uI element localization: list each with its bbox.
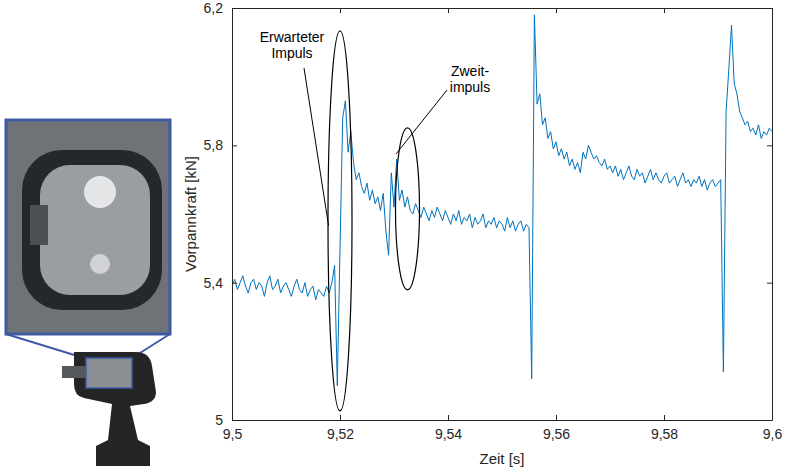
tick	[767, 420, 772, 421]
annotation-line: Erwarteter	[260, 29, 325, 45]
annotation-label: ErwarteterImpuls	[260, 29, 325, 61]
axis	[767, 9, 773, 421]
tick-label: 9,56	[543, 426, 570, 442]
axis-line	[772, 9, 773, 421]
tick-label: 9,5	[223, 426, 243, 442]
tick: 5,4	[204, 275, 237, 291]
axis	[233, 8, 773, 13]
tick	[340, 8, 341, 13]
tick-mark	[232, 145, 237, 146]
plot-area	[232, 15, 772, 386]
tick-mark	[340, 8, 341, 13]
tick-label: 5,4	[204, 275, 224, 291]
tick-label: 5,8	[204, 137, 224, 153]
tool-picture	[6, 120, 170, 466]
tick-mark	[232, 283, 237, 284]
drill-chuck	[62, 366, 86, 378]
tick-mark	[767, 420, 772, 421]
annotation-ellipse	[396, 128, 420, 290]
axis-line	[232, 9, 233, 421]
y-axis-title: Vorpannkraft [kN]	[182, 156, 199, 272]
inset-housing	[22, 150, 162, 310]
annotation-line: impuls	[450, 79, 490, 95]
annotation-leader	[396, 90, 447, 154]
tick-label: 9,54	[435, 426, 462, 442]
tick-mark	[767, 283, 772, 284]
chart: 9,5 9,52 9,54 9,56 9,58 9,6 5 5,4 5,8 6,2 Zeit [s]…	[0, 0, 788, 474]
annotation-leader	[304, 68, 329, 226]
tick-mark	[556, 415, 557, 420]
inset-rib	[30, 205, 48, 245]
axis: 5 5,4 5,8 6,2	[204, 0, 237, 428]
tick-label: 9,58	[651, 426, 678, 442]
tick: 9,58	[651, 415, 678, 442]
axis-line	[233, 420, 773, 421]
drill-head	[86, 358, 132, 388]
tick	[448, 8, 449, 13]
tick-mark	[340, 415, 341, 420]
data-line	[232, 15, 772, 386]
tick: 9,56	[543, 415, 570, 442]
tick-label: 9,52	[327, 426, 354, 442]
inset-hole	[90, 254, 110, 274]
tick-label: 6,2	[204, 0, 224, 16]
tick	[767, 145, 772, 146]
tick	[767, 283, 772, 284]
annotation-ellipse	[328, 31, 352, 411]
x-axis-title: Zeit [s]	[479, 450, 524, 467]
tick: 5	[215, 412, 237, 428]
tick-mark	[556, 8, 557, 13]
tick-mark	[448, 8, 449, 13]
annotations: ErwarteterImpuls Zweit-impuls	[260, 29, 491, 411]
tick	[767, 8, 772, 9]
tick-label: 9,6	[763, 426, 783, 442]
tick-mark	[448, 415, 449, 420]
tick	[664, 8, 665, 13]
tick-label: 5	[215, 412, 223, 428]
inset-anvil	[40, 165, 150, 295]
inset-frame	[6, 120, 170, 334]
tick-mark	[767, 8, 772, 9]
tick: 5,8	[204, 137, 237, 153]
tick: 9,52	[327, 415, 354, 442]
tick: 6,2	[204, 0, 237, 16]
axis: 9,5 9,52 9,54 9,56 9,58 9,6	[223, 415, 783, 442]
tick-mark	[664, 415, 665, 420]
tick	[556, 8, 557, 13]
tick: 9,54	[435, 415, 462, 442]
tick-mark	[664, 8, 665, 13]
tick-mark	[232, 420, 237, 421]
annotation-label: Zweit-impuls	[450, 63, 490, 95]
axis-line	[233, 8, 773, 9]
tick-mark	[767, 145, 772, 146]
drill-body	[74, 352, 156, 466]
annotation-line: Impuls	[271, 45, 312, 61]
annotation-line: Zweit-	[451, 63, 489, 79]
inset-hole	[84, 176, 116, 208]
tick-mark	[232, 8, 237, 9]
plot-frame	[232, 8, 772, 420]
